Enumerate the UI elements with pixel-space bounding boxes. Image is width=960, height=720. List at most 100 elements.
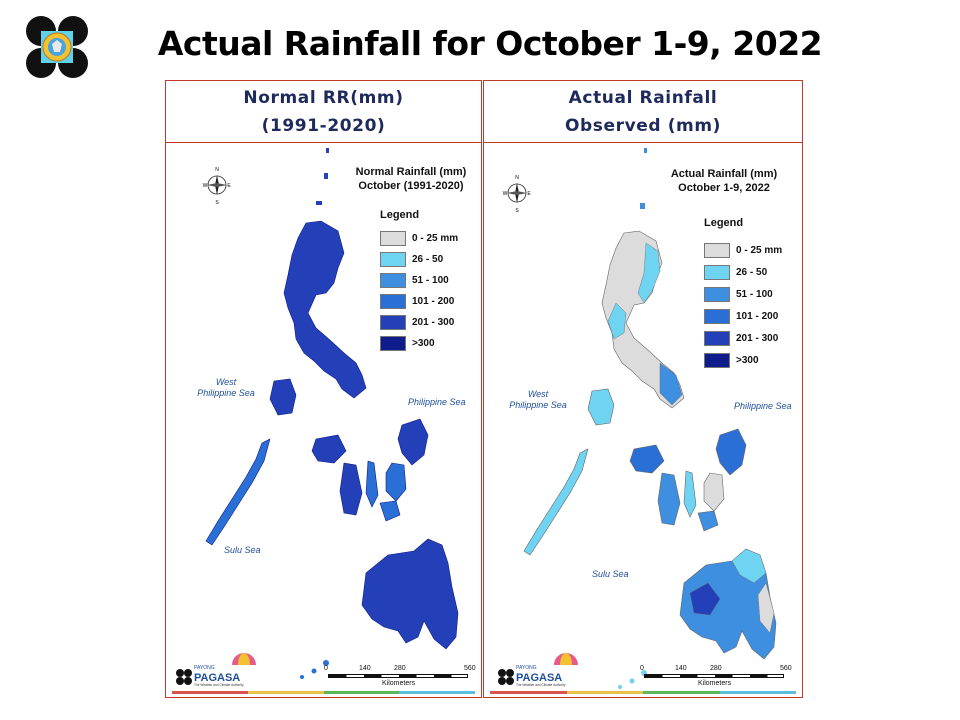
sulu-islet [618, 685, 622, 689]
scale-bar-graphic [328, 674, 468, 678]
bohol-island [379, 500, 401, 522]
scale-tick-label: 560 [780, 665, 792, 672]
samar-island [715, 428, 747, 476]
legend-swatch [380, 315, 406, 330]
panel-header-line2: Observed (mm) [564, 115, 722, 136]
legend-swatch [704, 309, 730, 324]
legend-item: 201 - 300 [380, 315, 454, 330]
legend-item: 101 - 200 [704, 309, 778, 324]
map-title-line2: October (1991-2020) [358, 180, 464, 192]
compass-rose-icon: N W E S [503, 175, 532, 213]
pagasa-wordmark: PAGASA [194, 672, 240, 684]
legend-label: >300 [412, 338, 435, 349]
legend-item: 101 - 200 [380, 294, 454, 309]
legend-label: 0 - 25 mm [736, 245, 783, 256]
compass-n: N [515, 175, 519, 181]
sulu-islet [323, 660, 329, 666]
legend-item: 26 - 50 [380, 252, 443, 267]
bohol-island [697, 510, 719, 532]
scale-tick-label: 0 [640, 665, 644, 672]
batanes-islet [326, 148, 329, 153]
normal-rainfall-map [205, 148, 459, 679]
scale-tick-label: 0 [324, 665, 328, 672]
panel-header-line1: Normal RR(mm) [243, 87, 404, 108]
pagasa-tagline: The Weather and Climate Authority [194, 683, 244, 687]
map-title-normal: Normal Rainfall (mm) October (1991-2020) [346, 165, 476, 193]
legend-item: 0 - 25 mm [704, 243, 782, 258]
legend-label: 51 - 100 [412, 275, 449, 286]
batanes-islet [644, 148, 647, 153]
legend-item: 201 - 300 [704, 331, 778, 346]
legend-swatch [380, 252, 406, 267]
mindanao-island [361, 538, 459, 650]
scale-tick-label: 280 [394, 665, 406, 672]
panel-header-normal: Normal RR(mm) (1991-2020) [166, 81, 481, 143]
scale-unit-label: Kilometers [698, 680, 732, 687]
footer-strip-segment [323, 691, 400, 694]
legend-title: Legend [704, 217, 744, 229]
palawan-island [205, 438, 271, 546]
scale-bar-graphic [644, 674, 784, 678]
legend-label: 26 - 50 [736, 267, 768, 278]
west-sea-line2: Philippine Sea [509, 400, 567, 410]
legend-title: Legend [380, 209, 420, 221]
panel-header-line2: (1991-2020) [261, 115, 386, 136]
compass-rose-icon: N W E S [203, 167, 232, 205]
cebu-island [683, 470, 697, 518]
legend-swatch [704, 265, 730, 280]
payong-wordmark: PAYONG [194, 665, 215, 671]
pagasa-brand-logo: PAGASA PAYONG The Weather and Climate Au… [498, 653, 578, 687]
legend-swatch [380, 294, 406, 309]
legend-label: 201 - 300 [736, 333, 779, 344]
sulu-islet [311, 668, 317, 674]
negros-island [339, 462, 363, 516]
legend-item: >300 [380, 336, 435, 351]
compass-s: S [215, 200, 219, 205]
pagasa-tagline: The Weather and Climate Authority [516, 683, 566, 687]
footer-strip-segment [399, 691, 475, 694]
panel-actual-rainfall: Actual Rainfall Observed (mm) [483, 80, 803, 698]
west-philippine-sea-label: West Philippine Sea [506, 389, 570, 411]
batanes-islet [324, 173, 328, 179]
footer-strip-segment [490, 691, 567, 694]
philippine-sea-label: Philippine Sea [734, 401, 792, 411]
legend-item: 26 - 50 [704, 265, 767, 280]
west-sea-line2: Philippine Sea [197, 388, 255, 398]
mindoro-island [587, 388, 615, 426]
footer-strip-segment [172, 691, 248, 694]
leyte-island [385, 462, 407, 502]
legend-swatch [704, 243, 730, 258]
panel-header-actual: Actual Rainfall Observed (mm) [484, 81, 802, 143]
legend-swatch [704, 353, 730, 368]
legend-label: 101 - 200 [412, 296, 455, 307]
compass-w: W [203, 183, 208, 189]
pagasa-seal-logo [26, 16, 88, 78]
legend-swatch [380, 231, 406, 246]
compass-e: E [527, 191, 531, 197]
footer-strip-segment [247, 691, 324, 694]
leyte-island [703, 472, 725, 512]
compass-w: W [503, 191, 508, 197]
map-title-actual: Actual Rainfall (mm) October 1-9, 2022 [664, 167, 784, 195]
panay-island [629, 444, 665, 474]
compass-s: S [515, 208, 519, 213]
west-philippine-sea-label: West Philippine Sea [196, 377, 256, 399]
footer-strip-segment [566, 691, 643, 694]
luzon-rain-zone [659, 362, 683, 406]
legend-swatch [380, 336, 406, 351]
negros-island [657, 472, 681, 526]
scale-tick-label: 560 [464, 665, 476, 672]
pagasa-wordmark: PAGASA [516, 672, 562, 684]
compass-n: N [215, 167, 219, 173]
legend-item: 51 - 100 [380, 273, 449, 288]
luzon-rain-zone [607, 302, 627, 340]
map-title-line2: October 1-9, 2022 [678, 182, 770, 194]
sulu-sea-label: Sulu Sea [592, 569, 629, 579]
legend-swatch [704, 331, 730, 346]
compass-e: E [227, 183, 231, 189]
legend-label: 26 - 50 [412, 254, 444, 265]
mindanao-rain-zone [689, 582, 721, 616]
panel-normal-rainfall: Normal RR(mm) (1991-2020) N W E [165, 80, 482, 698]
legend-label: 51 - 100 [736, 289, 773, 300]
palawan-island [523, 448, 589, 556]
